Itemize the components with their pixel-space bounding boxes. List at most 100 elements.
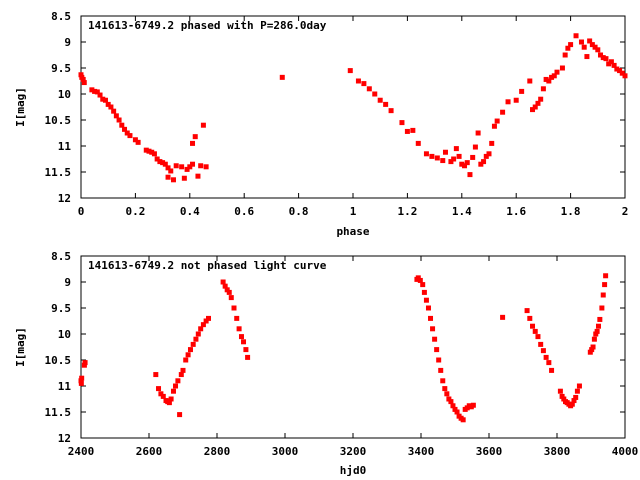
phased-data-point xyxy=(116,117,122,123)
phased-data-point xyxy=(132,137,138,143)
unphased-data-point xyxy=(576,383,582,389)
phased-y-axis-label: I[mag] xyxy=(14,87,27,127)
phased-data-point xyxy=(551,73,557,79)
unphased-data-point xyxy=(78,380,84,386)
unphased-data-point xyxy=(178,372,184,378)
phased-data-point xyxy=(355,78,361,84)
unphased-data-point xyxy=(222,283,228,289)
unphased-data-point xyxy=(444,391,450,397)
phased-y-tick-label: 10 xyxy=(58,88,71,101)
phased-data-point xyxy=(108,104,114,110)
phased-y-tick-label: 11 xyxy=(58,140,72,153)
unphased-data-point xyxy=(590,344,596,350)
phased-data-point xyxy=(78,72,84,78)
phased-data-point xyxy=(162,161,168,167)
phased-light-curve-panel: 0 0.2 0.4 0.6 0.8 1 1.2 1.4 1.6 1.8 2 8.5 9 9.5 10 10.5… xyxy=(14,10,628,238)
unphased-data-point xyxy=(168,396,174,402)
phased-x-axis-label: phase xyxy=(336,225,369,238)
unphased-data-point xyxy=(238,334,244,340)
phased-data-point xyxy=(540,86,546,92)
unphased-data-point xyxy=(540,348,546,354)
phased-data-point xyxy=(154,156,160,162)
phased-data-point xyxy=(383,101,389,107)
phased-data-point xyxy=(592,44,598,50)
unphased-data-point xyxy=(561,396,567,402)
unphased-y-axis-label: I[mag] xyxy=(14,327,27,367)
unphased-data-point xyxy=(452,406,458,412)
phased-data-point xyxy=(603,56,609,62)
phased-data-point xyxy=(165,174,171,180)
unphased-x-tick-label: 4000 xyxy=(612,445,639,458)
phased-y-tick-label: 10.5 xyxy=(45,114,72,127)
unphased-data-series xyxy=(78,273,609,423)
unphased-x-axis-label: hjd0 xyxy=(340,464,367,477)
phased-x-tick-label: 0 xyxy=(78,205,85,218)
unphased-data-point xyxy=(180,367,186,373)
unphased-y-tick-label: 11.5 xyxy=(45,406,72,419)
phased-data-point xyxy=(578,39,584,45)
unphased-data-point xyxy=(203,318,209,324)
unphased-x-tick-label: 3800 xyxy=(544,445,571,458)
unphased-data-point xyxy=(78,378,84,384)
phased-data-point xyxy=(456,153,462,159)
phased-data-point xyxy=(195,173,201,179)
phased-data-point xyxy=(187,164,193,170)
phased-data-point xyxy=(614,66,620,72)
unphased-y-tick-label: 10.5 xyxy=(45,354,72,367)
phased-data-point xyxy=(598,52,604,58)
unphased-data-point xyxy=(597,316,603,322)
phased-data-point xyxy=(347,68,353,74)
phased-data-point xyxy=(513,97,519,103)
phased-data-point xyxy=(568,42,574,48)
phased-data-point xyxy=(94,89,100,95)
unphased-y-tick-label: 11 xyxy=(58,380,72,393)
unphased-data-point xyxy=(440,378,446,384)
phased-data-point xyxy=(617,68,623,74)
phased-data-point xyxy=(489,140,495,146)
phased-x-tick-label: 0.8 xyxy=(289,205,309,218)
unphased-data-point xyxy=(156,386,162,392)
phased-data-point xyxy=(279,74,285,80)
unphased-data-point xyxy=(241,339,247,345)
phased-data-point xyxy=(415,140,421,146)
phased-data-point xyxy=(151,151,157,157)
phased-data-point xyxy=(200,122,206,128)
phased-data-point xyxy=(608,59,614,65)
unphased-data-point xyxy=(175,378,181,384)
phased-data-point xyxy=(453,146,459,152)
phased-data-point xyxy=(203,164,209,170)
phased-data-point xyxy=(105,101,111,107)
phased-data-point xyxy=(448,159,454,165)
unphased-data-point xyxy=(245,354,251,360)
unphased-data-point xyxy=(177,412,183,418)
phased-data-point xyxy=(102,97,108,103)
unphased-data-point xyxy=(415,275,421,281)
unphased-data-point xyxy=(535,334,541,340)
phased-data-point xyxy=(165,165,171,171)
phased-data-point xyxy=(135,139,141,145)
phased-data-point xyxy=(459,161,465,167)
phased-data-point xyxy=(361,81,367,87)
phased-data-point xyxy=(170,177,176,183)
phased-data-point xyxy=(622,73,628,79)
unphased-data-point xyxy=(549,367,555,373)
phased-x-tick-label: 0.6 xyxy=(234,205,254,218)
phased-data-point xyxy=(554,69,560,75)
phased-data-point xyxy=(168,168,174,174)
phased-data-point xyxy=(573,33,579,39)
unphased-data-point xyxy=(425,305,431,311)
unphased-data-point xyxy=(587,349,593,355)
phased-y-tick-label: 9.5 xyxy=(51,62,71,75)
phased-data-point xyxy=(146,148,152,154)
phased-data-point xyxy=(434,155,440,161)
unphased-data-point xyxy=(243,347,249,353)
unphased-data-point xyxy=(173,383,179,389)
phased-data-point xyxy=(157,159,163,165)
unphased-data-point xyxy=(571,398,577,404)
phased-data-point xyxy=(535,100,541,106)
unphased-data-point xyxy=(220,279,226,285)
unphased-data-point xyxy=(79,375,85,381)
phased-data-point xyxy=(190,161,196,167)
phased-data-point xyxy=(527,78,533,84)
phased-data-point xyxy=(179,164,185,170)
